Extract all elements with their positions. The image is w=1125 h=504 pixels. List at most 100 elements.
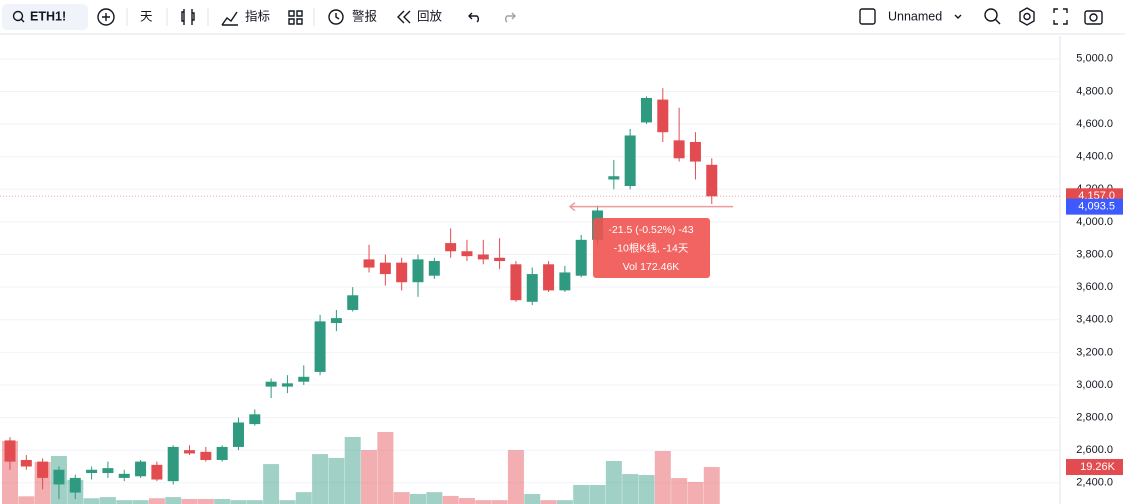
y-tick-label: 3,400.0: [1076, 314, 1113, 326]
volume-bar: [458, 498, 475, 504]
candle-body: [216, 446, 228, 460]
layout-name[interactable]: Unnamed: [888, 9, 942, 23]
candle-body: [445, 243, 457, 252]
y-tick-label: 5,000.0: [1076, 53, 1113, 65]
y-tick-label: 3,200.0: [1076, 346, 1113, 358]
settings-icon: [1023, 12, 1031, 21]
compare-icon: [102, 13, 110, 21]
volume-bar: [638, 475, 655, 504]
y-tick-label: 2,800.0: [1076, 411, 1113, 423]
replay-icon[interactable]: [397, 10, 411, 24]
volume-bar: [18, 496, 35, 504]
candle-body: [281, 383, 293, 387]
compare-button[interactable]: [97, 8, 115, 26]
volume-bar: [622, 474, 639, 504]
volume-bar: [328, 457, 345, 504]
candle-body: [347, 295, 359, 310]
candle-body: [706, 164, 718, 197]
candle-body: [396, 262, 408, 283]
candle-body: [494, 257, 506, 262]
candle-body: [559, 272, 571, 291]
snapshot-button[interactable]: [1084, 10, 1103, 25]
volume-bar: [197, 499, 214, 504]
volume-bar: [491, 500, 508, 504]
chart-type-button[interactable]: [181, 9, 195, 25]
undo-button[interactable]: [468, 12, 479, 23]
interval[interactable]: 天: [140, 9, 153, 23]
measure-text: -10根K线, -14天: [614, 241, 689, 254]
volume-bar: [295, 492, 312, 504]
toolbar: ETH1! 天 指标 警报 回放 Unnamed: [0, 0, 1125, 35]
volume-bar: [279, 500, 296, 504]
candle-body: [689, 141, 701, 162]
volume-bar: [687, 481, 704, 504]
indicators[interactable]: 指标: [245, 8, 270, 23]
volume-bar: [654, 451, 671, 504]
volume-bar: [181, 499, 198, 504]
volume-bar: [263, 464, 280, 504]
volume-bar: [507, 450, 524, 504]
y-tick-label: 2,400.0: [1076, 477, 1113, 489]
redo-button[interactable]: [505, 12, 516, 23]
candle-body: [118, 473, 130, 478]
volume-bar: [556, 500, 573, 504]
templates-button[interactable]: [288, 10, 303, 25]
volume-bar: [312, 454, 329, 504]
y-tick-label: 3,600.0: [1076, 281, 1113, 293]
candle-body: [53, 469, 65, 485]
y-tick-label: 4,400.0: [1076, 151, 1113, 163]
y-tick-label: 4,600.0: [1076, 118, 1113, 130]
fullscreen-button[interactable]: [1053, 8, 1068, 25]
volume-bar: [703, 467, 720, 504]
candle-body: [37, 461, 49, 478]
candle-body: [608, 176, 620, 180]
replay[interactable]: 回放: [417, 8, 443, 23]
candle-body: [543, 264, 555, 291]
alert-icon: [335, 13, 340, 20]
volume-bar: [573, 484, 590, 504]
candle-body: [167, 446, 179, 482]
candle-body: [363, 259, 375, 268]
search-icon: [12, 10, 24, 22]
volume-bar: [361, 450, 378, 504]
candle-body: [640, 97, 652, 123]
layout-checkbox[interactable]: [859, 8, 876, 25]
volume-bar: [148, 498, 165, 504]
volume-bar: [165, 497, 182, 504]
volume-bar: [214, 499, 231, 504]
volume-bar: [393, 492, 410, 504]
symbol[interactable]: ETH1!: [30, 9, 66, 23]
candle-body: [330, 318, 342, 323]
measure-tooltip: [593, 218, 710, 278]
volume-bar: [377, 432, 394, 504]
price-tag: [1066, 198, 1123, 215]
candle-body: [200, 451, 212, 460]
volume-bar: [230, 500, 247, 504]
alert-icon[interactable]: [328, 9, 344, 25]
y-tick-label: 4,000.0: [1076, 216, 1113, 228]
measure-text: Vol 172.46K: [623, 261, 680, 273]
candle-body: [184, 450, 196, 454]
toolbar-bg: [0, 0, 1125, 34]
candle-body: [477, 254, 489, 260]
candle-body: [232, 422, 244, 447]
candle-body: [412, 259, 424, 283]
y-tick-label: 3,000.0: [1076, 379, 1113, 391]
alerts[interactable]: 警报: [352, 8, 378, 23]
price-tag-label: 4,093.5: [1078, 201, 1115, 213]
indicators-icon[interactable]: [221, 11, 238, 26]
search-icon: [20, 18, 25, 23]
settings-button[interactable]: [1019, 7, 1035, 26]
volume-bar: [116, 500, 133, 504]
candle-body: [298, 376, 310, 382]
quick-search[interactable]: [984, 8, 998, 22]
volume-bar: [344, 436, 361, 504]
candle-body: [102, 468, 114, 474]
symbol-search[interactable]: [2, 4, 88, 30]
snapshot-icon: [1089, 13, 1098, 22]
candle-body: [461, 251, 473, 257]
candle-body: [4, 440, 16, 462]
candle-body: [526, 274, 538, 302]
layout-menu[interactable]: [954, 14, 962, 19]
